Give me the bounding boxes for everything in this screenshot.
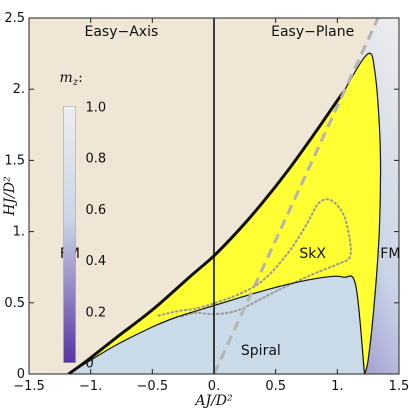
y-axis-ticks: 0 0.5 1. 1.5 2. 2.5	[4, 11, 399, 382]
legend-title: mz:	[60, 70, 83, 88]
y-tick-label: 0	[17, 367, 25, 382]
x-tick-label: 1.	[331, 379, 343, 394]
spiral-region	[68, 275, 365, 374]
legend-colorbar	[63, 106, 76, 363]
region-label-spiral: Spiral	[241, 343, 281, 359]
x-tick-label: 0.5	[265, 379, 286, 394]
y-tick-label: 1.	[13, 225, 25, 240]
legend-value-label: 0.6	[86, 203, 107, 218]
region-label-easy-plane: Easy−Plane	[271, 24, 354, 40]
y-tick-label: 1.5	[4, 153, 25, 168]
legend-value-label: 1.0	[86, 100, 107, 115]
x-axis-title: AJ/D²	[193, 393, 233, 409]
y-tick-label: 2.5	[4, 11, 25, 26]
legend-value-label: 0.2	[86, 305, 107, 320]
x-tick-label: −1.5	[13, 379, 45, 394]
x-tick-label: 1.5	[389, 379, 409, 394]
region-label-easy-axis: Easy−Axis	[85, 24, 159, 40]
legend-value-label: 0.4	[86, 254, 107, 269]
mz-colorbar-legend: mz: 1.0 0.8 0.6 0.4 0.2 0	[60, 70, 107, 372]
legend-value-label: 0	[86, 357, 94, 372]
dashed-reference-line	[212, 18, 380, 374]
legend-labels: 1.0 0.8 0.6 0.4 0.2 0	[86, 100, 107, 371]
x-tick-label: −0.5	[137, 379, 169, 394]
legend-value-label: 0.8	[86, 152, 107, 167]
x-tick-label: 0.	[208, 379, 220, 394]
skx-region	[68, 53, 381, 374]
y-axis-title: HJ/D²	[2, 176, 18, 217]
dotted-boundary-curve	[157, 198, 352, 318]
x-tick-label: −1.	[79, 379, 102, 394]
upper-phase-boundary	[67, 91, 345, 374]
y-tick-label: 2.	[13, 82, 25, 97]
x-axis-ticks: −1.5 −1. −0.5 0. 0.5 1. 1.5	[13, 18, 409, 394]
y-tick-label: 0.5	[4, 296, 25, 311]
spiral-phase-boundary	[68, 275, 366, 374]
region-label-skx: SkX	[299, 246, 326, 262]
region-label-fm-right: FM	[380, 246, 400, 262]
right-phase-boundary	[342, 52, 382, 374]
